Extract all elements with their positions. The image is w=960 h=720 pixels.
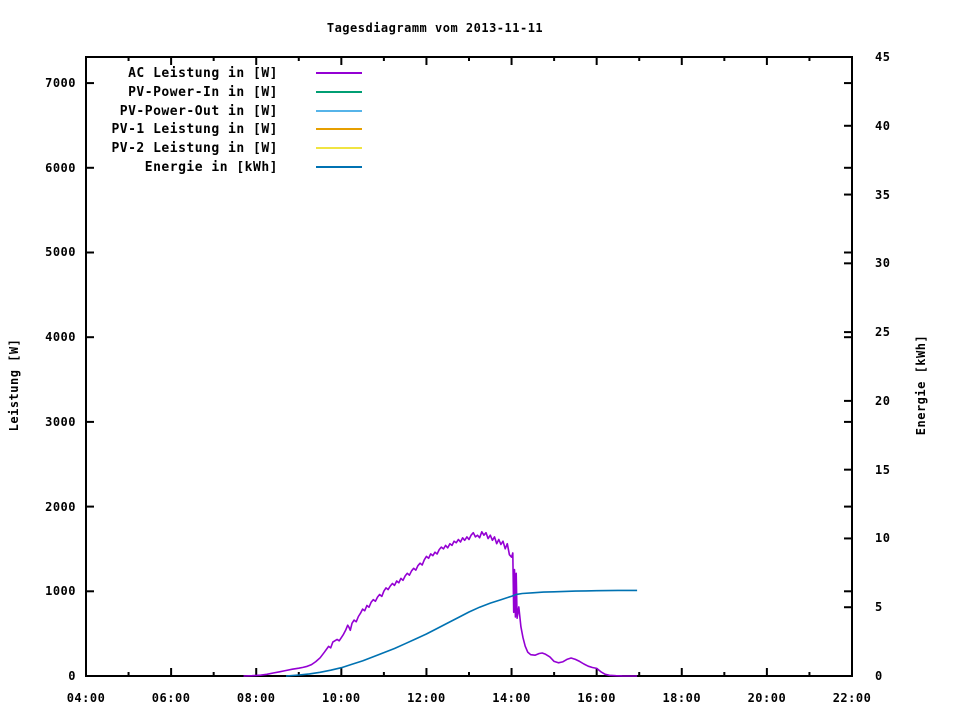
legend-item: PV-2 Leistung in [W] xyxy=(63,139,373,158)
y2-tick-label: 45 xyxy=(875,50,891,64)
x-tick-label: 08:00 xyxy=(236,691,276,705)
legend-line-sample xyxy=(316,109,362,112)
y2-tick-label: 0 xyxy=(875,669,883,683)
legend-item-label: PV-Power-Out in [W] xyxy=(119,103,278,119)
x-tick-label: 18:00 xyxy=(662,691,702,705)
y-tick-label: 6000 xyxy=(45,160,76,175)
legend-item-label: PV-2 Leistung in [W] xyxy=(111,140,278,156)
legend-item-label: PV-Power-In in [W] xyxy=(128,84,278,100)
legend-item: PV-Power-Out in [W] xyxy=(63,102,373,121)
y-tick-label: 4000 xyxy=(45,330,76,345)
legend-line-sample xyxy=(316,127,362,130)
legend-item: PV-1 Leistung in [W] xyxy=(63,120,373,139)
x-tick-label: 20:00 xyxy=(747,691,787,705)
y2-tick-label: 40 xyxy=(875,118,891,133)
legend-line-sample xyxy=(316,90,362,93)
series-line-y1 xyxy=(243,530,638,677)
y-tick-label: 1000 xyxy=(45,584,76,599)
y2-tick-label: 20 xyxy=(875,393,891,408)
x-tick-label: 16:00 xyxy=(577,691,616,705)
legend-item-label: AC Leistung in [W] xyxy=(128,65,278,81)
legend-item-label: Energie in [kWh] xyxy=(144,159,278,175)
legend-line-sample xyxy=(316,146,362,149)
y2-tick-label: 5 xyxy=(875,600,883,615)
y-tick-label: 3000 xyxy=(45,414,76,429)
x-tick-label: 14:00 xyxy=(492,691,531,705)
chart-title: Tagesdiagramm vom 2013-11-11 xyxy=(326,21,544,35)
y-tick-label: 0 xyxy=(68,669,76,683)
legend-item: Energie in [kWh] xyxy=(63,158,373,177)
y2-tick-label: 10 xyxy=(875,531,891,546)
y2-tick-label: 15 xyxy=(875,462,891,477)
legend-item: PV-Power-In in [W] xyxy=(63,83,373,102)
series-line-y2 xyxy=(285,589,638,677)
legend-item-label: PV-1 Leistung in [W] xyxy=(111,121,278,137)
x-tick-label: 10:00 xyxy=(322,691,361,705)
y2-tick-label: 25 xyxy=(875,325,891,340)
x-tick-label: 12:00 xyxy=(407,691,446,705)
y2-tick-label: 30 xyxy=(875,256,891,271)
x-tick-label: 06:00 xyxy=(151,691,191,705)
legend-item: AC Leistung in [W] xyxy=(63,64,373,83)
x-tick-label: 22:00 xyxy=(832,691,872,705)
y-tick-label: 5000 xyxy=(45,245,76,260)
y-tick-label: 2000 xyxy=(45,499,76,514)
x-tick-label: 04:00 xyxy=(66,691,106,705)
y2-tick-label: 35 xyxy=(875,187,891,202)
y-tick-label: 7000 xyxy=(45,76,76,91)
legend-line-sample xyxy=(316,165,362,168)
legend-line-sample xyxy=(316,71,362,74)
